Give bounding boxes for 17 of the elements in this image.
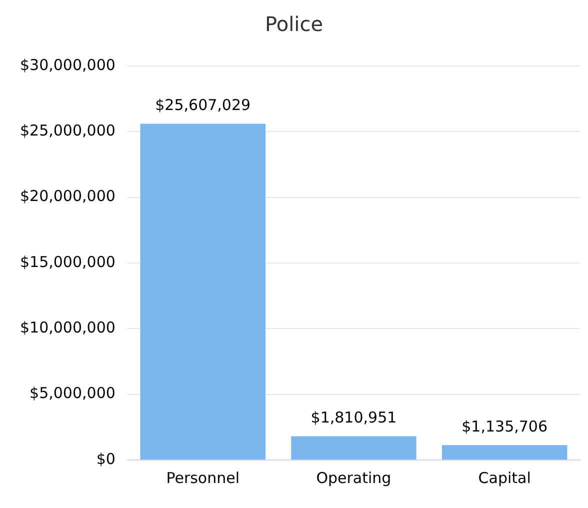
y-tick-label: $0 [96, 450, 116, 468]
x-tick-label: Capital [478, 468, 531, 487]
bar [442, 445, 568, 460]
y-tick-label: $10,000,000 [20, 318, 116, 337]
y-tick-label: $30,000,000 [20, 56, 116, 74]
data-label: $1,810,951 [310, 408, 397, 427]
bar [291, 436, 416, 460]
data-label: $25,607,029 [155, 96, 251, 114]
x-tick-label: Operating [316, 468, 392, 487]
chart-title: Police [265, 12, 323, 36]
data-label: $1,135,706 [462, 417, 548, 436]
y-tick-label: $25,000,000 [20, 122, 116, 140]
y-tick-label: $15,000,000 [20, 252, 116, 271]
x-tick-label: Personnel [166, 468, 240, 487]
y-tick-label: $20,000,000 [20, 187, 116, 206]
y-tick-label: $5,000,000 [30, 384, 116, 402]
bar [140, 124, 266, 460]
